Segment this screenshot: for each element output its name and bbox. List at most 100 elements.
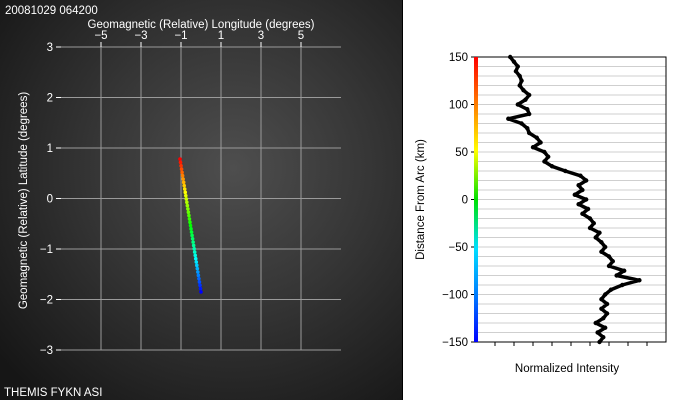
arc-track-point xyxy=(182,187,187,191)
left-y-tick-label: 3 xyxy=(47,42,53,54)
arc-track-point xyxy=(185,200,189,205)
intensity-profile-point xyxy=(511,59,517,64)
intensity-profile-point xyxy=(604,301,610,307)
intensity-profile-point xyxy=(519,121,524,126)
intensity-profile-point xyxy=(576,202,581,207)
intensity-profile-point xyxy=(549,164,555,169)
intensity-profile-point xyxy=(517,73,522,79)
left-grid xyxy=(61,46,341,351)
arc-track-point xyxy=(189,230,194,234)
arc-track-point xyxy=(190,236,195,241)
intensity-profile-point xyxy=(610,259,615,264)
arc-track-point xyxy=(187,213,191,218)
arc-track-point xyxy=(184,197,189,201)
left-y-tick-label: 0 xyxy=(47,194,53,206)
intensity-profile-panel: 150 100 50 0 −50 −100 −150 Distance From Arc (… xyxy=(402,0,667,400)
arc-track-point xyxy=(196,270,200,274)
intensity-profile-point xyxy=(601,335,606,340)
left-y-tick-label: 1 xyxy=(47,143,53,155)
arc-track-point xyxy=(188,223,193,228)
intensity-profile-point xyxy=(603,244,608,250)
intensity-profile-point xyxy=(530,145,536,150)
right-grid xyxy=(476,56,666,343)
arc-track-point xyxy=(197,276,201,281)
intensity-profile-point xyxy=(576,183,581,188)
intensity-profile-point xyxy=(578,173,583,178)
left-y-tick-label: −3 xyxy=(40,345,53,357)
timestamp: 20081029 064200 xyxy=(5,5,98,17)
intensity-profile-point xyxy=(587,225,593,231)
intensity-profile-point xyxy=(622,268,627,273)
arc-track-point xyxy=(198,286,203,291)
intensity-profile-point xyxy=(517,83,522,88)
sky-image-panel: 20081029 064200 Geomagnetic (Relative) L… xyxy=(0,0,402,400)
arc-track-point xyxy=(183,193,188,198)
intensity-profile-point xyxy=(572,192,577,197)
left-x-tick-label: 5 xyxy=(298,30,304,42)
intensity-profile-point xyxy=(534,135,539,140)
intensity-profile-point xyxy=(603,325,608,330)
intensity-profile-point xyxy=(614,273,619,278)
left-y-tick-label: −2 xyxy=(40,295,53,307)
arc-track-point xyxy=(190,233,194,238)
arc-track-point xyxy=(189,227,193,231)
arc-track-point xyxy=(199,290,203,294)
intensity-profile-point xyxy=(606,263,612,269)
left-x-tick-label: 3 xyxy=(258,30,264,42)
intensity-profile-point xyxy=(601,316,606,321)
arc-track-point xyxy=(181,177,185,181)
source-label: THEMIS FYKN ASI xyxy=(4,387,102,399)
intensity-profile-point xyxy=(580,211,585,216)
arc-track-point xyxy=(180,173,185,178)
arc-track xyxy=(178,157,203,294)
arc-track-point xyxy=(183,190,188,195)
right-y-axis-title: Distance From Arc (km) xyxy=(415,139,427,260)
left-y-tick-label: 2 xyxy=(47,93,53,105)
intensity-profile-point xyxy=(599,240,604,245)
intensity-profile-point xyxy=(597,230,602,235)
left-y-tick-label: −1 xyxy=(40,244,53,256)
right-y-tick-label: 100 xyxy=(449,100,468,112)
left-x-tick-label: −3 xyxy=(134,30,147,42)
intensity-profile-point xyxy=(538,140,543,145)
arc-track-point xyxy=(197,280,202,284)
arc-track-point xyxy=(192,250,197,254)
intensity-profile-point xyxy=(519,78,524,83)
intensity-profile-point xyxy=(587,216,593,221)
intensity-profile-point xyxy=(523,97,528,102)
arc-track-point xyxy=(194,260,199,264)
intensity-profile-point xyxy=(508,54,513,60)
arc-track-point xyxy=(191,243,196,248)
arc-track-point xyxy=(179,163,183,168)
intensity-profile-point xyxy=(599,306,604,311)
right-y-tick-label: 50 xyxy=(455,147,468,159)
arc-track-point xyxy=(186,210,191,215)
arc-track-point xyxy=(191,240,195,244)
intensity-profile-point xyxy=(608,287,614,292)
left-x-axis-title: Geomagnetic (Relative) Longitude (degree… xyxy=(88,19,315,31)
intensity-profile-point xyxy=(606,254,612,259)
arc-track-point xyxy=(198,283,202,288)
arc-track-point xyxy=(188,220,192,224)
intensity-profile-point xyxy=(591,221,596,226)
left-y-tick-labels: 3 2 1 0 −1 −2 −3 xyxy=(40,42,53,357)
right-y-tick-label: 0 xyxy=(462,195,468,207)
intensity-profile-point xyxy=(597,339,602,345)
intensity-profile-point xyxy=(584,197,589,202)
left-ticks xyxy=(56,42,302,351)
intensity-profile-point xyxy=(584,178,589,183)
intensity-profile-point xyxy=(593,320,598,326)
arc-track-point xyxy=(178,160,183,165)
intensity-profile-point xyxy=(604,311,610,316)
arc-track-point xyxy=(180,170,184,175)
right-y-tick-label: 150 xyxy=(449,52,468,64)
arc-track-point xyxy=(196,273,201,278)
arc-track-point xyxy=(193,253,198,258)
arc-track-point xyxy=(179,167,184,171)
left-x-tick-labels: −5 −3 −1 1 3 5 xyxy=(94,30,304,42)
intensity-profile-point xyxy=(525,126,530,131)
sky-glow xyxy=(0,0,402,400)
arc-track-point xyxy=(195,263,199,268)
left-x-tick-label: −5 xyxy=(94,30,107,42)
intensity-profile-point xyxy=(515,64,520,69)
